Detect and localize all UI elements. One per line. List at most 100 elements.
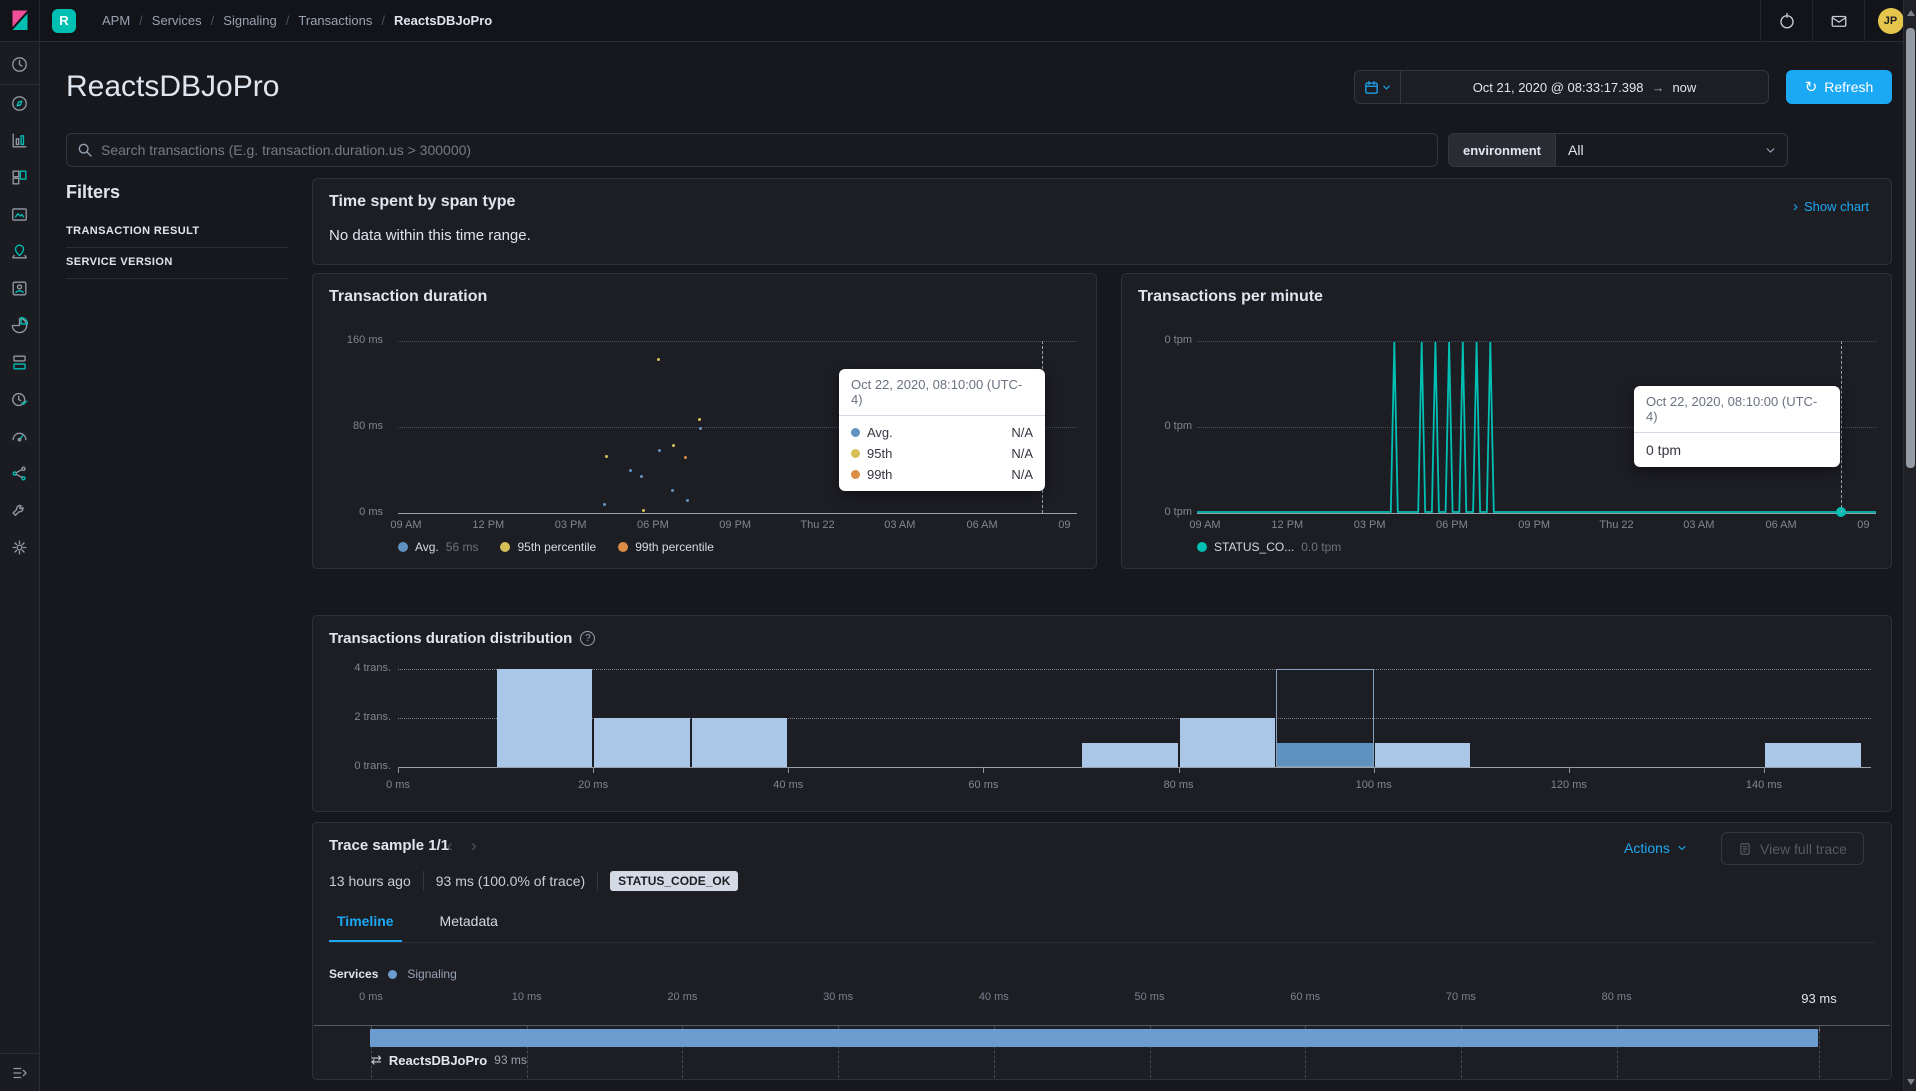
sidebar-metrics-icon[interactable] [7, 352, 33, 372]
refresh-icon: ↻ [1804, 78, 1818, 96]
x-axis-line [1197, 513, 1876, 514]
x-axis-tick: 09 AM [390, 519, 422, 531]
timeline-axis-tick: 30 ms [823, 991, 854, 1003]
date-range-display[interactable]: Oct 21, 2020 @ 08:33:17.398 → now [1401, 71, 1768, 103]
environment-select[interactable]: environment All [1448, 133, 1788, 167]
sidebar-discover-icon[interactable] [7, 93, 33, 113]
sidebar-recently-viewed-icon[interactable] [7, 54, 33, 74]
environment-label: environment [1449, 134, 1557, 166]
x-axis-tick: 60 ms [968, 779, 999, 791]
date-picker-calendar-button[interactable] [1355, 71, 1401, 103]
space-badge[interactable]: R [52, 8, 76, 33]
show-chart-link[interactable]: › Show chart [1793, 199, 1869, 214]
scatter-point [656, 357, 660, 361]
user-menu-button[interactable]: JP [1864, 0, 1916, 42]
histogram-bar[interactable] [1374, 742, 1471, 767]
menu-expand-icon[interactable] [7, 1063, 33, 1083]
x-axis-tick: 09 [1058, 519, 1071, 531]
histogram-bar[interactable] [496, 669, 593, 767]
scatter-point [603, 502, 607, 506]
dist-plot[interactable] [398, 669, 1871, 767]
search-input[interactable] [101, 142, 1427, 158]
timeline-gridline [1305, 1026, 1307, 1078]
sidebar-dashboard-icon[interactable] [7, 167, 33, 187]
transaction-duration-title: Transaction duration [329, 288, 488, 305]
scrollbar-up-arrow[interactable] [1907, 10, 1915, 16]
sidebar-visualize-icon[interactable] [7, 130, 33, 150]
service-legend-name[interactable]: Signaling [407, 967, 457, 981]
help-icon[interactable]: ? [580, 631, 596, 646]
newsfeed-button[interactable] [1812, 0, 1864, 42]
scrollbar-down-arrow[interactable] [1907, 1079, 1915, 1085]
series-dot [851, 470, 860, 479]
transactions-per-minute-title: Transactions per minute [1138, 288, 1323, 305]
services-label: Services [329, 967, 379, 981]
y-axis-tick: 80 ms [353, 420, 383, 432]
sidebar-footer [0, 1053, 39, 1091]
legend-item[interactable]: 95th percentile [500, 540, 596, 554]
span-type-empty-message: No data within this time range. [329, 227, 531, 244]
tpm-yaxis: 0 tpm 0 tpm 0 tpm [1122, 274, 1192, 568]
view-full-trace-button[interactable]: View full trace [1721, 832, 1864, 865]
legend-item[interactable]: STATUS_CO... 0.0 tpm [1197, 540, 1341, 554]
kibana-logo[interactable] [0, 0, 40, 42]
legend-dot [398, 542, 408, 552]
trace-timestamp: 13 hours ago [329, 873, 411, 889]
scrollbar-thumb[interactable] [1906, 28, 1915, 468]
sidebar-uptime-icon[interactable] [7, 389, 33, 409]
histogram-bar[interactable] [1277, 742, 1373, 767]
waterfall-bar[interactable] [370, 1029, 1818, 1047]
sidebar-security-icon[interactable] [7, 463, 33, 483]
refresh-button[interactable]: ↻ Refresh [1786, 70, 1892, 104]
timeline-axis-tick: 10 ms [511, 991, 542, 1003]
axis-tick-mark [1373, 767, 1375, 773]
duration-distribution-panel: Transactions duration distribution? 4 tr… [312, 615, 1892, 812]
sidebar-machine-learning-icon[interactable] [7, 278, 33, 298]
date-range-start: Oct 21, 2020 @ 08:33:17.398 [1472, 79, 1644, 95]
y-axis-tick: 4 trans. [354, 662, 391, 674]
histogram-bar[interactable] [1764, 742, 1861, 767]
filter-section-transaction-result[interactable]: TRANSACTION RESULT [66, 225, 288, 248]
histogram-bar[interactable] [1081, 742, 1178, 767]
next-sample-icon[interactable]: › [471, 836, 477, 855]
sidebar-management-icon[interactable] [7, 537, 33, 557]
tab-timeline[interactable]: Timeline [329, 907, 402, 942]
filter-section-service-version[interactable]: SERVICE VERSION [66, 256, 288, 279]
histogram-bar[interactable] [1179, 718, 1276, 767]
sidebar-apm-icon[interactable] [7, 426, 33, 446]
arrow-right-icon: → [1651, 79, 1665, 95]
breadcrumb-item-transactions[interactable]: Transactions [298, 13, 373, 28]
crosshair-line [1841, 341, 1842, 513]
sidebar-canvas-icon[interactable] [7, 204, 33, 224]
previous-sample-icon[interactable]: ‹ [447, 836, 453, 855]
histogram-bar[interactable] [691, 718, 788, 767]
tooltip-row: 99th N/A [839, 464, 1045, 485]
sidebar-graph-icon[interactable] [7, 315, 33, 335]
waterfall-item[interactable]: ⇄ ReactsDBJoPro 93 ms [371, 1052, 527, 1068]
duration-yaxis: 160 ms 80 ms 0 ms [313, 274, 383, 568]
duration-plot[interactable] [398, 341, 1077, 513]
breadcrumb-item-apm[interactable]: APM [102, 13, 131, 28]
breadcrumb-item-signaling[interactable]: Signaling [223, 13, 277, 28]
axis-tick-mark [1178, 767, 1180, 773]
histogram-bar[interactable] [594, 718, 690, 767]
scrollbar [1903, 0, 1916, 1091]
legend-label: 95th percentile [517, 540, 597, 554]
cloud-deployment-button[interactable] [1760, 0, 1812, 42]
sidebar-maps-icon[interactable] [7, 241, 33, 261]
actions-menu[interactable]: Actions [1624, 840, 1688, 856]
legend-item[interactable]: 99th percentile [618, 540, 714, 554]
span-type-panel: Time spent by span type No data within t… [312, 178, 1892, 265]
breadcrumb-item-services[interactable]: Services [151, 13, 202, 28]
tab-metadata[interactable]: Metadata [439, 913, 498, 929]
tooltip-series-value: N/A [1011, 467, 1033, 482]
divider [422, 871, 424, 891]
sidebar-top [0, 42, 39, 85]
tpm-legend: STATUS_CO... 0.0 tpm [1197, 540, 1341, 554]
sidebar-dev-tools-icon[interactable] [7, 500, 33, 520]
x-axis-tick: 120 ms [1550, 779, 1587, 791]
x-axis-tick: 03 AM [884, 519, 916, 531]
axis-tick-mark [1568, 767, 1570, 773]
legend-item[interactable]: Avg. 56 ms [398, 540, 478, 554]
waterfall-item-name: ReactsDBJoPro [388, 1052, 488, 1068]
